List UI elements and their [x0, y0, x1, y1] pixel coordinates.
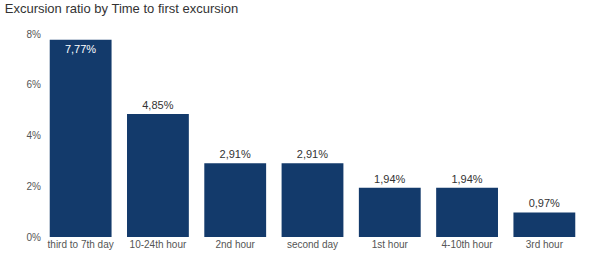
svg-text:third to 7th day: third to 7th day	[48, 239, 114, 250]
svg-text:1,94%: 1,94%	[451, 173, 482, 185]
svg-text:0,97%: 0,97%	[529, 197, 560, 209]
svg-text:1,94%: 1,94%	[374, 173, 405, 185]
svg-text:Excursion ratio by Time to fir: Excursion ratio by Time to first excursi…	[5, 1, 238, 16]
svg-text:10-24th hour: 10-24th hour	[130, 239, 187, 250]
svg-text:4-10th hour: 4-10th hour	[441, 239, 493, 250]
svg-text:4%: 4%	[27, 130, 42, 141]
svg-text:2%: 2%	[27, 181, 42, 192]
svg-text:2,91%: 2,91%	[220, 148, 251, 160]
svg-text:second day: second day	[287, 239, 338, 250]
svg-text:3rd hour: 3rd hour	[526, 239, 564, 250]
svg-text:4,85%: 4,85%	[142, 99, 173, 111]
svg-text:0%: 0%	[27, 232, 42, 243]
svg-text:6%: 6%	[27, 79, 42, 90]
svg-text:2,91%: 2,91%	[297, 148, 328, 160]
svg-text:7,77%: 7,77%	[65, 43, 96, 55]
svg-text:2nd hour: 2nd hour	[215, 239, 255, 250]
svg-text:8%: 8%	[27, 29, 42, 40]
svg-text:1st hour: 1st hour	[372, 239, 409, 250]
